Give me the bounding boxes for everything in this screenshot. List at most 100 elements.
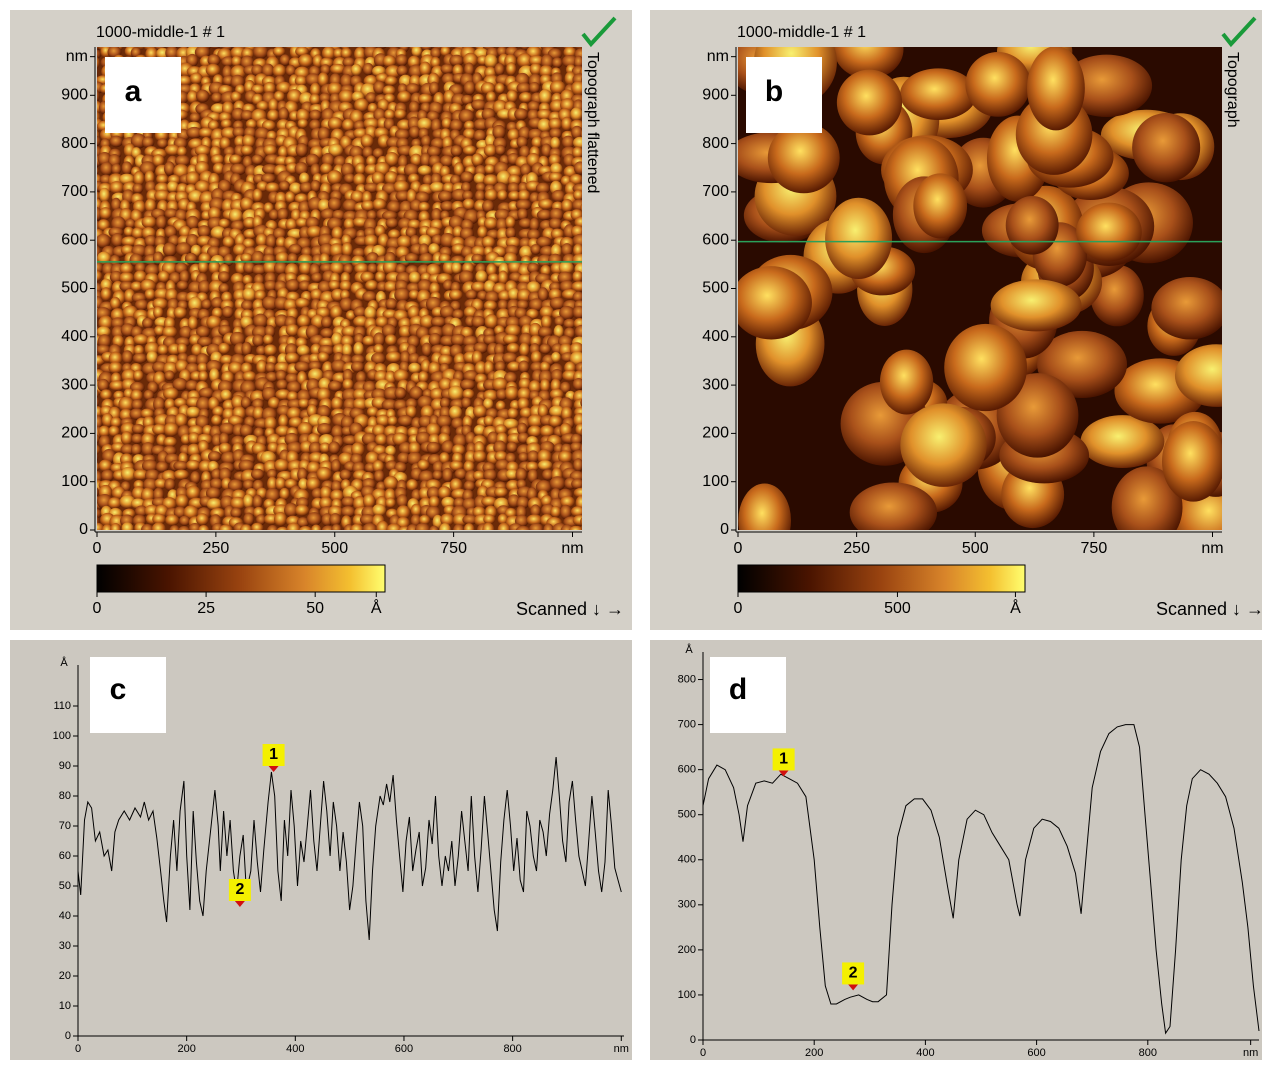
grain	[494, 62, 505, 76]
grain	[186, 443, 201, 457]
grain	[548, 117, 563, 131]
grain	[155, 215, 167, 230]
grain	[297, 314, 311, 328]
grain	[230, 91, 242, 103]
grain	[272, 64, 287, 78]
grain	[580, 203, 582, 212]
grain	[173, 469, 190, 480]
grain	[97, 270, 103, 282]
y-tick-label: 100	[61, 473, 88, 490]
grain	[397, 90, 412, 104]
y-tick-label: 300	[702, 376, 729, 393]
grain	[275, 369, 287, 382]
grain	[385, 298, 398, 310]
grain	[276, 526, 289, 530]
grain	[572, 136, 582, 149]
grain	[537, 460, 553, 471]
grain	[571, 125, 582, 140]
grain	[475, 270, 488, 283]
grain	[305, 73, 322, 87]
grain	[506, 441, 518, 453]
grain	[1174, 344, 1222, 407]
grain	[151, 522, 166, 530]
grain	[186, 485, 201, 500]
marker-label: 2	[849, 965, 858, 982]
grain	[1080, 415, 1165, 468]
grain	[515, 467, 528, 482]
grain	[383, 280, 399, 293]
grain	[142, 317, 154, 329]
grain	[492, 377, 509, 392]
grain	[561, 135, 575, 150]
grain	[100, 161, 114, 176]
grain	[207, 54, 221, 67]
grain	[327, 170, 343, 185]
grain	[361, 200, 375, 212]
profile-curve	[77, 756, 622, 941]
grain	[383, 476, 399, 491]
marker-label: 1	[269, 746, 278, 763]
grain	[431, 208, 442, 223]
grain	[164, 144, 181, 156]
grain	[482, 522, 495, 530]
grain	[261, 173, 276, 184]
grain	[381, 399, 398, 411]
grain	[495, 400, 506, 412]
grain	[507, 407, 519, 420]
panel-label: a	[125, 75, 142, 108]
grain	[164, 478, 176, 492]
y-tick-label: 100	[678, 989, 696, 1001]
grain	[364, 306, 377, 320]
grain	[453, 497, 466, 509]
grain	[121, 522, 134, 530]
grain	[132, 183, 144, 194]
grain	[255, 233, 268, 248]
grain	[429, 81, 440, 96]
grain	[373, 80, 386, 95]
grain	[537, 404, 549, 419]
grain	[530, 350, 542, 364]
grain	[351, 442, 365, 457]
grain	[581, 229, 582, 235]
y-tick-label: 110	[53, 700, 71, 712]
grain	[101, 524, 113, 530]
grain	[519, 342, 530, 358]
grain	[121, 236, 138, 247]
grain	[549, 476, 566, 491]
grain	[1132, 113, 1201, 183]
grain	[220, 389, 232, 401]
grain	[109, 270, 123, 284]
grain	[176, 146, 187, 157]
grain	[286, 522, 301, 530]
grain	[176, 280, 189, 291]
grain	[410, 514, 422, 527]
grain	[439, 305, 455, 319]
grain	[339, 279, 352, 292]
grain	[230, 496, 246, 510]
grain	[294, 297, 310, 309]
y-tick-label: 400	[678, 854, 696, 866]
grain	[372, 460, 384, 473]
grain	[330, 63, 346, 75]
grain	[440, 155, 454, 167]
grain	[539, 343, 552, 355]
grain	[409, 386, 424, 401]
grain	[470, 281, 487, 293]
x-tick-label: 250	[843, 540, 870, 557]
grain	[944, 323, 1028, 412]
grain	[373, 469, 385, 483]
grain	[350, 64, 362, 76]
grain	[196, 513, 209, 526]
grain	[183, 505, 199, 520]
grain	[340, 335, 354, 348]
grain	[275, 236, 287, 249]
grain	[385, 497, 396, 509]
grain	[131, 227, 145, 239]
grain	[97, 508, 102, 519]
grain	[552, 57, 563, 69]
grain	[297, 422, 313, 437]
grain	[384, 171, 399, 185]
grain	[492, 124, 506, 140]
grain	[353, 173, 366, 187]
grain	[536, 108, 553, 121]
